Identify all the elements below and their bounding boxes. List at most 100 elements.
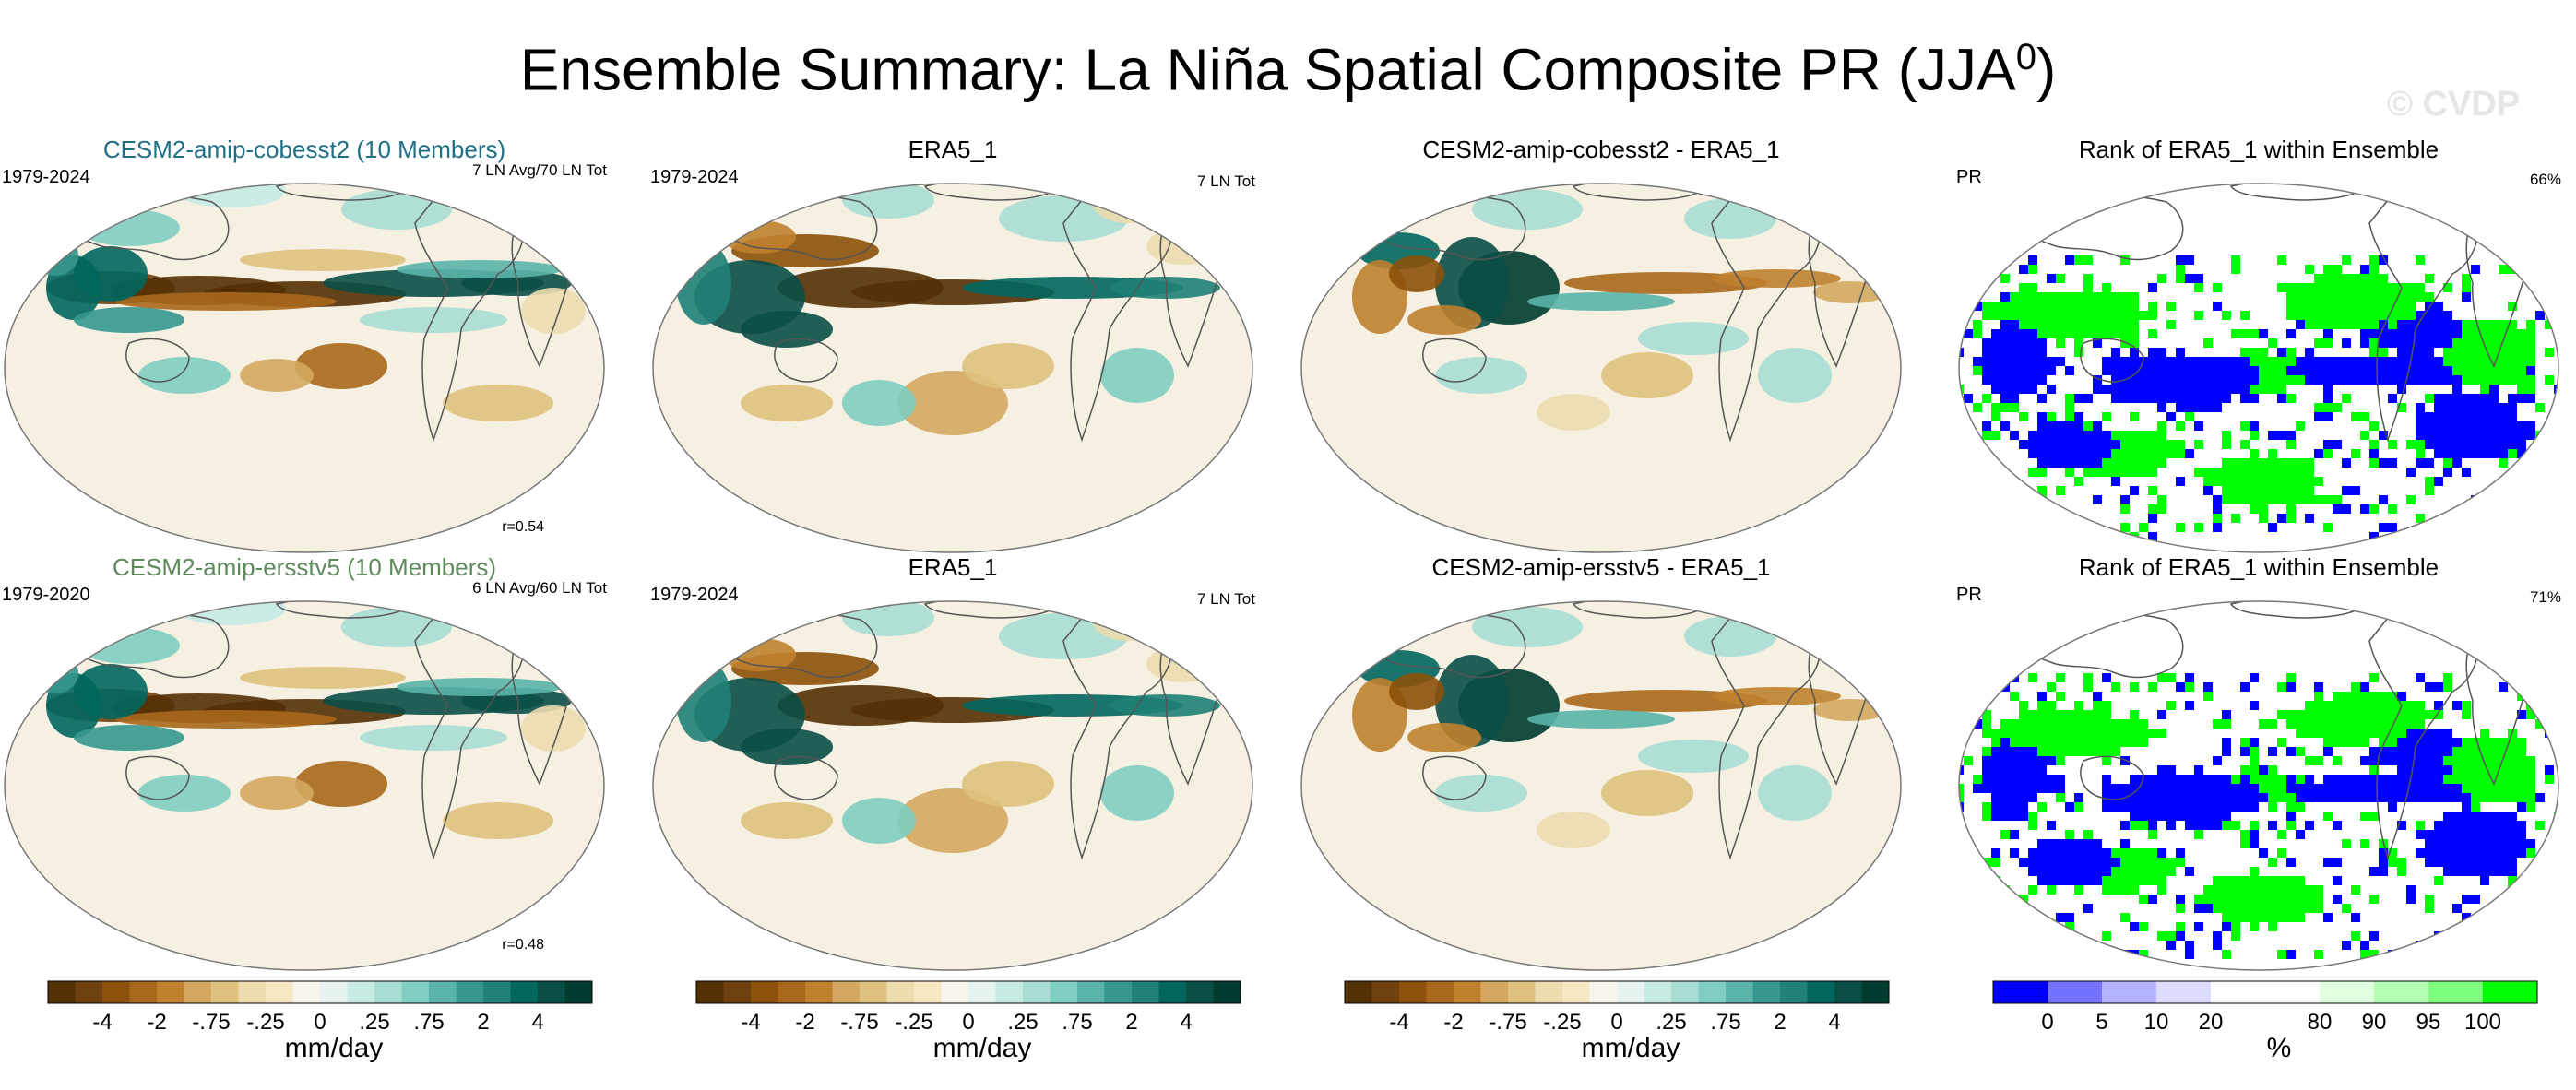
rank-cell <box>2139 867 2148 876</box>
colorbar-swatches: -4 -2 -.75 -.25 0.25.75 2 4 <box>695 980 1241 1035</box>
rank-cell <box>2499 412 2508 421</box>
rank-cell <box>2010 793 2019 802</box>
rank-cell <box>2093 532 2102 541</box>
rank-cell <box>2130 357 2139 366</box>
rank-cell <box>2314 412 2323 421</box>
rank-cell <box>2259 885 2268 895</box>
rank-cell <box>2286 311 2296 320</box>
rank-cell <box>2047 523 2056 532</box>
rank-cell <box>2379 710 2388 719</box>
rank-cell <box>2000 348 2010 357</box>
rank-cell <box>2471 412 2480 421</box>
rank-cell <box>2176 440 2185 449</box>
rank-cell <box>2185 449 2194 458</box>
rank-cell <box>2360 793 2369 802</box>
rank-cell <box>2305 784 2314 793</box>
rank-cell <box>2443 449 2452 458</box>
rank-cell <box>2434 440 2443 449</box>
precip-anomaly-patch <box>240 776 314 810</box>
colorbar-swatch <box>1508 981 1536 1003</box>
rank-cell <box>2517 922 2526 931</box>
rank-cell <box>2120 738 2130 747</box>
rank-cell <box>2203 885 2213 895</box>
rank-cell <box>2028 265 2037 274</box>
rank-cell <box>1982 366 1991 375</box>
rank-cell <box>2000 775 2010 784</box>
rank-cell <box>2379 729 2388 738</box>
rank-cell <box>2499 403 2508 412</box>
rank-cell <box>2462 839 2471 848</box>
rank-cell <box>2065 449 2074 458</box>
rank-cell <box>1991 848 2000 858</box>
rank-cell <box>2443 812 2452 821</box>
rank-cell <box>2286 348 2296 357</box>
rank-cell <box>2148 449 2157 458</box>
rank-cell <box>2323 357 2333 366</box>
precip-anomaly-patch <box>240 359 314 392</box>
colorbar-swatch <box>102 981 130 1003</box>
figure-title-close: ) <box>2036 36 2057 103</box>
rank-cell <box>2028 385 2037 394</box>
rank-cell <box>2452 431 2462 440</box>
rank-cell <box>2434 756 2443 765</box>
rank-cell <box>2130 710 2139 719</box>
rank-cell <box>2065 468 2074 477</box>
rank-cell <box>2222 876 2231 885</box>
rank-cell <box>2222 486 2231 495</box>
rank-cell <box>2416 710 2425 719</box>
rank-cell <box>2369 931 2379 941</box>
rank-cell <box>2388 775 2397 784</box>
rank-cell <box>2314 692 2323 701</box>
rank-cell <box>2176 904 2185 913</box>
rank-cell <box>2111 793 2120 802</box>
rank-cell <box>2277 283 2286 292</box>
rank-cell <box>2139 821 2148 830</box>
rank-cell <box>2047 756 2056 765</box>
panel-title: ERA5_1 <box>908 136 998 163</box>
rank-cell <box>2120 449 2130 458</box>
rank-cell <box>2471 265 2480 274</box>
rank-cell <box>2139 394 2148 403</box>
rank-cell <box>2369 458 2379 468</box>
map-plot <box>1300 183 1902 553</box>
rank-cell <box>2379 357 2388 366</box>
precip-anomaly-patch <box>1601 770 1693 816</box>
rank-cell <box>2268 375 2277 385</box>
rank-cell <box>2416 848 2425 858</box>
rank-cell <box>2471 375 2480 385</box>
rank-cell <box>2369 765 2379 775</box>
rank-cell <box>2416 514 2425 523</box>
rank-cell <box>2333 366 2342 375</box>
rank-cell <box>2379 329 2388 338</box>
rank-cell <box>2120 876 2130 885</box>
rank-cell <box>2037 719 2047 729</box>
rank-cell <box>2286 292 2296 302</box>
rank-cell <box>2268 523 2277 532</box>
rank-cell <box>2010 348 2019 357</box>
colorbar-tick-label: 2 <box>477 1010 489 1035</box>
map-plot <box>1958 600 2559 971</box>
rank-cell <box>2379 692 2388 701</box>
rank-cell <box>2028 812 2037 821</box>
rank-cell <box>2369 812 2379 821</box>
rank-cell <box>2130 440 2139 449</box>
rank-cell <box>2102 719 2111 729</box>
rank-cell <box>2443 403 2452 412</box>
rank-cell <box>2425 440 2434 449</box>
rank-cell <box>2047 821 2056 830</box>
rank-cell <box>2166 793 2176 802</box>
pattern-correlation: r=0.48 <box>502 937 544 953</box>
rank-cell <box>2286 784 2296 793</box>
colorbar-model: -4 -2 -.75 -.25 0.25.75 2 4 mm/day <box>39 979 629 1081</box>
rank-cell <box>2443 468 2452 477</box>
rank-cell <box>2416 366 2425 375</box>
rank-cell <box>2471 867 2480 876</box>
rank-cell <box>2425 729 2434 738</box>
rank-cell <box>2240 765 2250 775</box>
rank-cell <box>2074 867 2083 876</box>
rank-cell <box>2074 738 2083 747</box>
rank-cell <box>2388 357 2397 366</box>
rank-cell <box>2508 756 2517 765</box>
rank-cell <box>2379 867 2388 876</box>
rank-cell <box>2286 950 2296 959</box>
